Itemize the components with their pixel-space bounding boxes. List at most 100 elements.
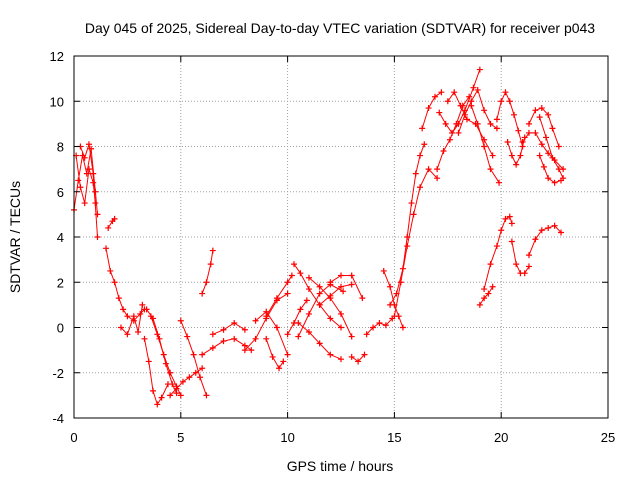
data-point [504,138,511,145]
data-point [376,319,383,326]
data-point [103,245,110,252]
series-trace [265,338,284,369]
data-point [481,286,488,293]
data-point [436,109,443,116]
data-point [464,116,471,123]
series-track-t [291,261,344,331]
data-point [284,290,291,297]
data-point [442,120,449,127]
data-point [248,347,255,354]
data-point [197,374,204,381]
data-point [517,152,524,159]
data-point [525,263,532,270]
series-track-f [117,301,146,338]
data-point [115,295,122,302]
data-point [139,301,146,308]
data-point [502,215,509,222]
y-tick-label: 10 [50,94,64,109]
data-point [446,136,453,143]
data-point [355,358,362,365]
data-point [487,261,494,268]
data-point [209,247,216,254]
y-tick-label: 6 [57,185,64,200]
y-axis-label: SDTVAR / TECUs [7,181,23,293]
data-point [338,272,344,279]
series-track-ao [493,89,526,150]
data-point [316,283,323,290]
series-track-s [284,297,310,338]
series-trace [255,311,289,356]
data-point [177,317,184,324]
data-point [487,166,494,173]
data-point [203,279,210,286]
data-point [111,279,118,286]
series-track-p [252,308,291,358]
data-point [92,188,99,195]
series-track-m [199,335,255,358]
data-point [412,170,419,177]
series-trace [528,225,562,256]
data-point [338,310,344,317]
data-point [434,175,441,182]
data-point [515,127,522,134]
data-point [305,274,312,281]
series-track-v [295,281,347,340]
data-point [169,381,176,388]
data-point [295,319,302,326]
series-track-ak [476,283,496,308]
data-point [493,243,500,250]
data-point [186,374,193,381]
series-trace [421,91,442,129]
data-point [489,152,496,159]
data-point [263,335,270,342]
data-point [549,154,556,161]
data-point [419,125,426,132]
series-trace [528,107,560,147]
series-track-ah [444,89,496,159]
data-point [209,344,216,351]
series-track-a [71,145,101,218]
data-point [135,329,142,336]
data-point [487,120,494,127]
data-point [348,353,355,360]
series-trace [201,250,214,295]
data-point [506,98,513,105]
data-point [75,177,82,184]
series-trace [483,216,513,290]
series-track-z [348,351,368,365]
data-point [474,86,481,93]
plot-frame [73,55,609,419]
data-point [387,301,394,308]
data-point [184,333,191,340]
data-point [143,306,150,313]
series-track-ad [391,166,441,320]
series-trace [393,168,438,317]
grid [74,56,608,418]
data-point [455,129,462,136]
data-point [521,270,528,277]
data-point [209,331,216,338]
data-point [160,351,167,358]
data-point [81,200,88,207]
data-point [558,229,565,236]
y-tick-label: -2 [52,366,64,381]
data-point [391,313,398,320]
data-point [316,301,323,308]
x-tick-label: 15 [387,430,401,445]
series-track-y [327,272,366,302]
data-point [348,333,355,340]
data-point [141,335,148,342]
data-point [327,315,334,322]
data-point [536,152,543,159]
data-point [525,129,532,136]
data-point [173,385,180,392]
axis-ticks: 0 5 10 15 20 25 -4 -2 0 2 4 6 8 10 12 [50,49,616,445]
data-point [111,215,118,222]
series-trace [201,338,252,356]
x-axis-label: GPS time / hours [287,458,394,474]
series-track-an [525,222,565,259]
series-track-c [77,141,101,240]
data-point [474,120,481,127]
data-point [338,324,344,331]
data-point [199,365,206,372]
